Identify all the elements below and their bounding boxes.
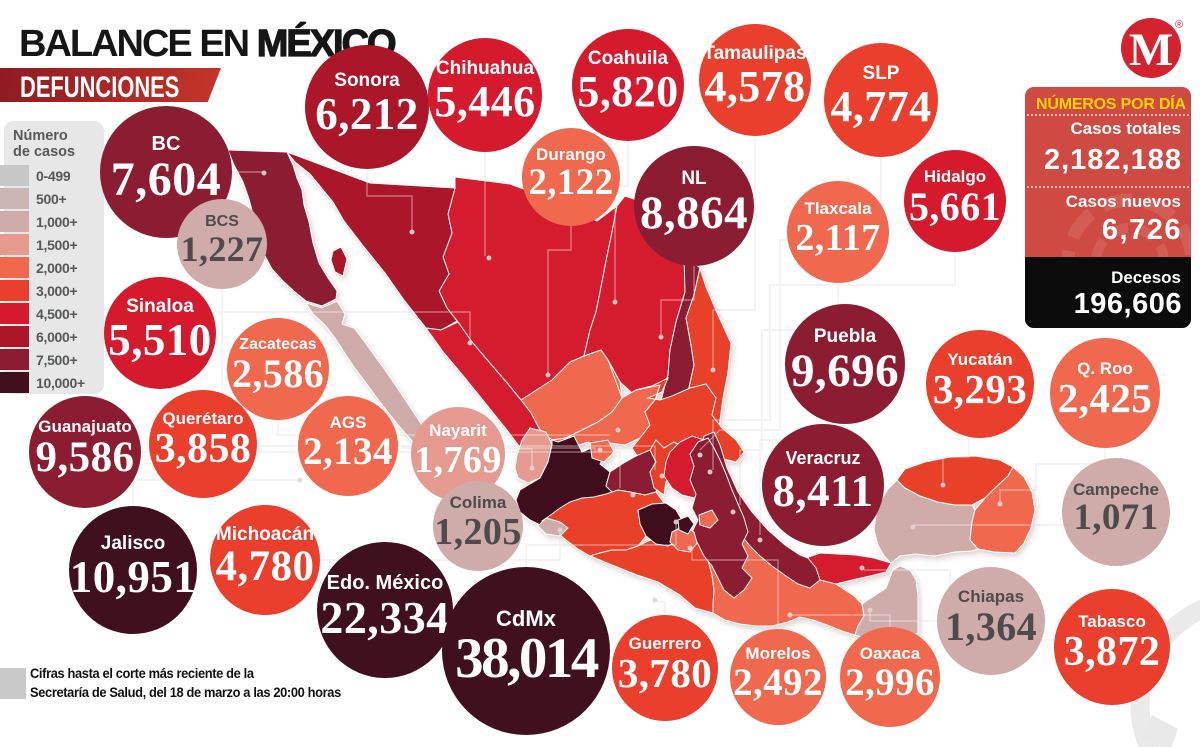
svg-text:M: M — [1129, 24, 1173, 76]
svg-text:®: ® — [1175, 19, 1183, 31]
